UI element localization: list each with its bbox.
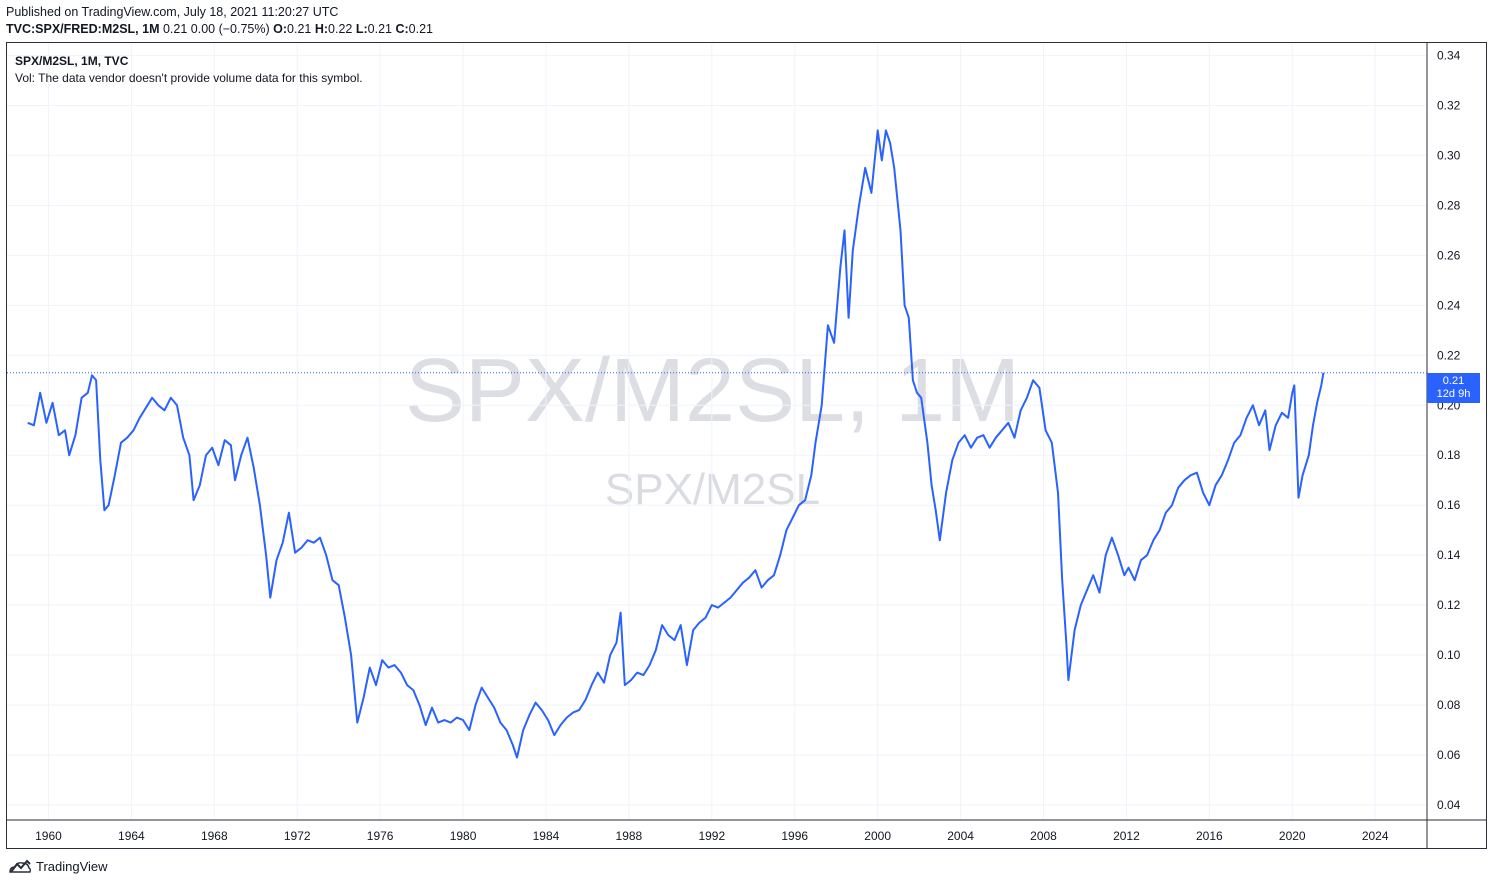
chart-frame: [6, 42, 1487, 849]
ohlc-value: 0.21: [367, 22, 396, 36]
ohlc-key: H:: [314, 22, 329, 36]
x-tick-label: 1960: [35, 829, 62, 843]
ohlc-values: O:0.21 H:0.22 L:0.21 C:0.21: [273, 22, 433, 36]
watermark-big: SPX/M2SL, 1M: [404, 341, 1021, 441]
y-tick-label: 0.32: [1437, 98, 1461, 112]
y-tick-label: 0.14: [1437, 548, 1461, 562]
x-tick-label: 1976: [367, 829, 394, 843]
y-tick-label: 0.12: [1437, 598, 1461, 612]
y-tick-label: 0.24: [1437, 298, 1461, 312]
ohlc-value: 0.21: [408, 22, 434, 36]
x-tick-label: 2012: [1113, 829, 1140, 843]
ohlc-value: 0.22: [328, 22, 356, 36]
y-tick-label: 0.04: [1437, 798, 1461, 812]
y-tick-label: 0.06: [1437, 748, 1461, 762]
x-tick-label: 1964: [118, 829, 145, 843]
published-note: Published on TradingView.com, July 18, 2…: [6, 5, 339, 19]
ohlc-key: C:: [395, 22, 409, 36]
x-tick-label: 1996: [781, 829, 808, 843]
legend-title: SPX/M2SL, 1M, TVC: [15, 54, 129, 68]
tradingview-logo[interactable]: TradingView: [8, 858, 108, 874]
watermark-small: SPX/M2SL: [604, 465, 821, 514]
y-tick-label: 0.22: [1437, 348, 1461, 362]
x-tick-label: 2004: [947, 829, 974, 843]
symbol-ohlc-line: TVC:SPX/FRED:M2SL, 1M 0.21 0.00 (−0.75%)…: [6, 22, 433, 36]
x-tick-label: 2016: [1196, 829, 1223, 843]
last-price-value: 0.21: [1442, 375, 1465, 387]
brand-name: TradingView: [36, 858, 108, 874]
cloud-logo-icon: [9, 859, 32, 873]
ohlc-key: O:: [273, 22, 288, 36]
ohlc-key: L:: [355, 22, 368, 36]
y-tick-label: 0.30: [1437, 148, 1461, 162]
y-tick-label: 0.28: [1437, 198, 1461, 212]
y-tick-label: 0.34: [1437, 48, 1461, 62]
symbol-name: TVC:SPX/FRED:M2SL, 1M: [6, 22, 160, 36]
series-line: [27, 129, 1325, 759]
x-tick-label: 1968: [201, 829, 228, 843]
y-tick-label: 0.08: [1437, 698, 1461, 712]
y-tick-label: 0.18: [1437, 448, 1461, 462]
x-tick-label: 1988: [616, 829, 643, 843]
x-tick-label: 1972: [284, 829, 311, 843]
legend-volume-note: Vol: The data vendor doesn't provide vol…: [15, 71, 363, 85]
ohlc-value: 0.21: [287, 22, 315, 36]
x-tick-label: 2000: [864, 829, 891, 843]
x-tick-label: 1984: [533, 829, 560, 843]
bar-countdown: 12d 9h: [1436, 388, 1471, 400]
y-tick-label: 0.26: [1437, 248, 1461, 262]
last-price-tag: 0.21 12d 9h: [1427, 373, 1480, 403]
y-tick-label: 0.10: [1437, 648, 1461, 662]
symbol-change: 0.21 0.00 (−0.75%): [159, 22, 274, 36]
x-tick-label: 2024: [1362, 829, 1389, 843]
y-tick-label: 0.16: [1437, 498, 1461, 512]
x-tick-label: 2020: [1279, 829, 1306, 843]
x-tick-label: 2008: [1030, 829, 1057, 843]
x-tick-label: 1992: [698, 829, 725, 843]
x-tick-label: 1980: [450, 829, 477, 843]
